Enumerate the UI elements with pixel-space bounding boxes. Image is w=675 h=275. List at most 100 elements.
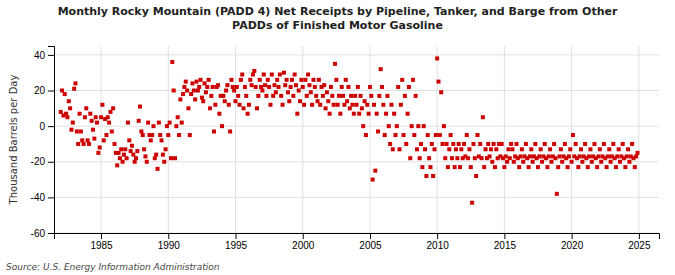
point — [512, 160, 516, 164]
y-axis-tick: 40 — [34, 50, 54, 61]
point — [64, 112, 68, 116]
point — [262, 72, 266, 76]
point — [387, 124, 391, 128]
point — [282, 71, 286, 75]
point — [393, 133, 397, 137]
point — [621, 142, 625, 146]
point — [556, 165, 560, 169]
point — [618, 160, 622, 164]
point — [391, 147, 395, 151]
point — [476, 133, 480, 137]
point — [134, 156, 138, 160]
point — [328, 112, 332, 116]
point — [587, 154, 591, 158]
grid-line-x — [302, 46, 303, 233]
point — [527, 165, 531, 169]
point — [295, 112, 299, 116]
point — [227, 103, 231, 107]
point — [623, 165, 627, 169]
y-axis-tick-mark — [48, 162, 54, 163]
point — [617, 147, 621, 151]
point — [574, 142, 578, 146]
point — [406, 112, 410, 116]
point — [558, 154, 562, 158]
point — [314, 94, 318, 98]
point — [537, 154, 541, 158]
x-axis-tick-label: 2000 — [292, 240, 315, 251]
point — [432, 147, 436, 151]
point — [123, 147, 127, 151]
point — [416, 124, 420, 128]
x-axis-tick: 1990 — [158, 233, 181, 251]
x-axis-tick-label: 2025 — [628, 240, 651, 251]
grid-line-x — [235, 46, 236, 233]
point — [602, 142, 606, 146]
point — [634, 154, 638, 158]
point — [209, 94, 213, 98]
point — [492, 142, 496, 146]
point — [365, 103, 369, 107]
point — [60, 89, 64, 93]
point — [131, 153, 135, 157]
point — [447, 147, 451, 151]
point — [359, 94, 363, 98]
x-axis-tick: 2005 — [359, 233, 382, 251]
y-axis-tick-label: 0 — [39, 121, 45, 132]
point — [470, 201, 474, 205]
point — [246, 112, 250, 116]
point — [333, 62, 337, 66]
point — [203, 81, 207, 85]
y-axis-title: Thousand Barrels per Day — [8, 75, 19, 206]
point — [72, 87, 76, 91]
grid-line-x — [504, 46, 505, 233]
point — [281, 103, 285, 107]
point — [504, 154, 508, 158]
point — [193, 97, 197, 101]
x-axis-tick-label: 2020 — [561, 240, 584, 251]
point — [260, 89, 264, 93]
point — [614, 165, 618, 169]
point — [489, 147, 493, 151]
point — [88, 112, 92, 116]
point — [597, 154, 601, 158]
x-axis-tick-mark — [168, 233, 169, 239]
point — [90, 119, 94, 123]
point — [388, 142, 392, 146]
point — [450, 156, 454, 160]
point — [588, 147, 592, 151]
point — [178, 97, 182, 101]
point — [201, 99, 205, 103]
point — [302, 103, 306, 107]
point — [505, 160, 509, 164]
point — [418, 156, 422, 160]
point — [217, 112, 221, 116]
point — [508, 156, 512, 160]
point — [303, 78, 307, 82]
point — [473, 156, 477, 160]
y-axis-tick-label: -60 — [31, 228, 46, 239]
point — [188, 133, 192, 137]
point — [290, 78, 294, 82]
point — [94, 115, 98, 119]
point — [307, 83, 311, 87]
point — [298, 99, 302, 103]
point — [283, 83, 287, 87]
point — [375, 112, 379, 116]
point — [595, 165, 599, 169]
point — [471, 142, 475, 146]
point — [517, 165, 521, 169]
point — [317, 78, 321, 82]
point — [552, 142, 556, 146]
point — [369, 94, 373, 98]
point — [301, 85, 305, 89]
point — [346, 85, 350, 89]
point — [182, 85, 186, 89]
point — [336, 103, 340, 107]
point — [578, 154, 582, 158]
point — [96, 151, 100, 155]
point — [402, 133, 406, 137]
grid-line-y — [54, 161, 659, 162]
point — [220, 124, 224, 128]
point — [396, 85, 400, 89]
point — [154, 153, 158, 157]
